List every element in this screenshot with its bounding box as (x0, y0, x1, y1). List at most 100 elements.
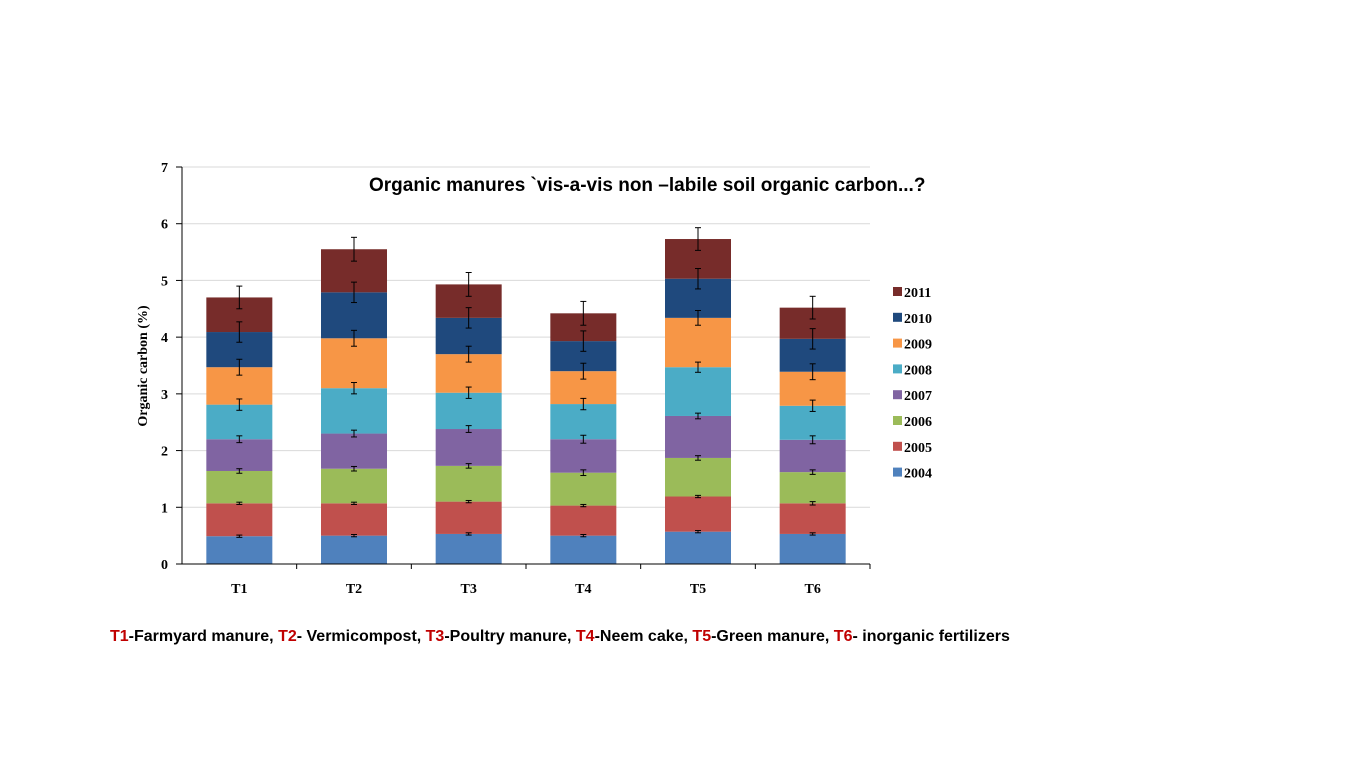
legend-label: 2004 (904, 467, 932, 482)
bar-segment-T5-2008 (665, 367, 731, 416)
bar-segment-T5-2009 (665, 317, 731, 368)
error-bar-T3-2007 (465, 425, 472, 433)
bar-segment-T5-2007 (665, 415, 731, 458)
legend-label: 2008 (904, 363, 932, 378)
x-tick-label-T2: T2 (346, 582, 362, 597)
error-bar-T4-2004 (580, 534, 587, 538)
legend-label: 2005 (904, 441, 932, 456)
bar-segment-T6-2005 (779, 503, 846, 534)
bar-segment-T4-2005 (550, 505, 617, 536)
error-bar-T1-2011 (236, 285, 243, 310)
caption-code-T4: T4 (575, 628, 595, 645)
legend-item-2011: 2011 (893, 286, 931, 301)
legend-swatch (893, 364, 902, 374)
legend-item-2006: 2006 (893, 415, 932, 430)
error-bar-T2-2010 (351, 281, 357, 304)
error-bars (236, 227, 816, 538)
error-bar-T1-2005 (236, 501, 243, 505)
legend-label: 2009 (904, 338, 932, 353)
legend-item-2009: 2009 (893, 338, 932, 353)
y-tick-label: 6 (161, 218, 168, 233)
caption-text-T2: - Vermicompost, (296, 628, 426, 645)
y-tick-label: 1 (161, 501, 168, 516)
error-bar-T5-2004 (695, 530, 701, 534)
bar-segment-T4-2007 (550, 439, 617, 473)
legend-label: 2007 (904, 389, 932, 404)
bar-segment-T1-2005 (206, 503, 273, 537)
bar-segment-T5-2005 (665, 496, 731, 532)
x-tick-label-T5: T5 (690, 582, 706, 597)
error-bar-T2-2004 (351, 534, 357, 538)
x-tick-labels: T1 T2 T3 T4 T5 T6 (231, 582, 821, 597)
bar-segment-T5-2004 (665, 531, 731, 564)
bar-segment-T2-2007 (321, 433, 387, 469)
error-bar-T3-2004 (465, 532, 472, 536)
bar-stacks (206, 239, 846, 564)
legend-label: 2011 (904, 286, 931, 301)
caption-text-T6: - inorganic fertilizers (852, 628, 1010, 645)
error-bar-T1-2007 (236, 435, 243, 444)
error-bar-T5-2011 (695, 227, 701, 251)
error-bar-T4-2007 (580, 434, 587, 444)
caption-code-T2: T2 (278, 628, 297, 645)
y-tick-label: 7 (161, 161, 168, 176)
gridlines (182, 166, 870, 508)
legend-swatch (893, 441, 902, 451)
bar-segment-T3-2006 (435, 465, 502, 502)
error-bar-T6-2008 (809, 399, 816, 412)
error-bar-T3-2008 (465, 386, 472, 399)
error-bar-T3-2010 (465, 307, 472, 329)
legend-swatch (893, 416, 902, 425)
bar-segment-T3-2007 (435, 429, 502, 466)
legend-swatch (893, 467, 902, 477)
caption-code-T5: T5 (692, 628, 712, 645)
legend-label: 2006 (904, 415, 932, 430)
bar-segment-T2-2004 (321, 535, 387, 564)
bar-segment-T6-2006 (779, 472, 846, 504)
legend-swatch (893, 312, 902, 322)
y-tick-label: 5 (161, 274, 168, 289)
bar-segment-T6-2004 (779, 533, 846, 564)
error-bar-T3-2006 (465, 463, 472, 469)
treatment-caption: T1-Farmyard manure, T2- Vermicompost, T3… (110, 628, 1010, 646)
error-bar-T6-2006 (809, 469, 816, 475)
legend-swatch (893, 287, 902, 296)
error-bar-T5-2005 (695, 494, 701, 499)
error-bar-T1-2008 (236, 398, 243, 411)
error-bar-T2-2009 (351, 329, 357, 347)
x-tick-label-T3: T3 (460, 582, 476, 597)
error-bar-T6-2011 (809, 295, 816, 320)
error-bar-T1-2004 (236, 534, 243, 538)
bar-segment-T1-2004 (206, 536, 273, 564)
caption-text-T5: -Green manure, (711, 628, 834, 645)
legend-swatch (893, 390, 902, 400)
caption-code-T3: T3 (425, 628, 445, 645)
error-bar-T3-2005 (465, 499, 472, 504)
bar-segment-T5-2006 (665, 457, 731, 497)
caption-code-T6: T6 (833, 628, 853, 645)
error-bar-T6-2004 (809, 532, 816, 536)
chart-title: Organic manures `vis-a-vis non –labile s… (369, 175, 925, 196)
error-bar-T4-2008 (580, 397, 587, 411)
error-bar-T1-2010 (236, 321, 243, 343)
error-bar-T4-2005 (580, 503, 587, 508)
x-tick-label-T1: T1 (231, 582, 247, 597)
legend-swatch (893, 338, 902, 348)
x-tick-label-T4: T4 (575, 582, 591, 597)
error-bar-T4-2009 (580, 362, 587, 380)
legend-label: 2010 (904, 312, 932, 327)
legend: 2011 2010 2009 2008 2007 2006 2005 2004 (893, 286, 932, 482)
error-bar-T1-2009 (236, 358, 243, 376)
legend-item-2005: 2005 (893, 441, 932, 456)
error-bar-T5-2009 (695, 309, 701, 326)
error-bar-T2-2005 (351, 501, 357, 505)
error-bar-T6-2009 (809, 363, 816, 381)
bar-segment-T3-2004 (435, 533, 502, 564)
error-bar-T2-2011 (351, 236, 357, 262)
caption-code-T1: T1 (110, 628, 129, 645)
y-tick-label: 2 (161, 445, 168, 460)
y-axis-label: Organic carbon (%) (136, 305, 151, 427)
caption-text-T1: -Farmyard manure, (128, 628, 279, 645)
axes (176, 166, 871, 569)
bar-segment-T1-2007 (206, 439, 273, 471)
